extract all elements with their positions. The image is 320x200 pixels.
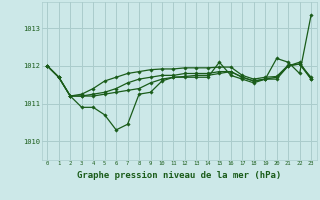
X-axis label: Graphe pression niveau de la mer (hPa): Graphe pression niveau de la mer (hPa) [77, 171, 281, 180]
